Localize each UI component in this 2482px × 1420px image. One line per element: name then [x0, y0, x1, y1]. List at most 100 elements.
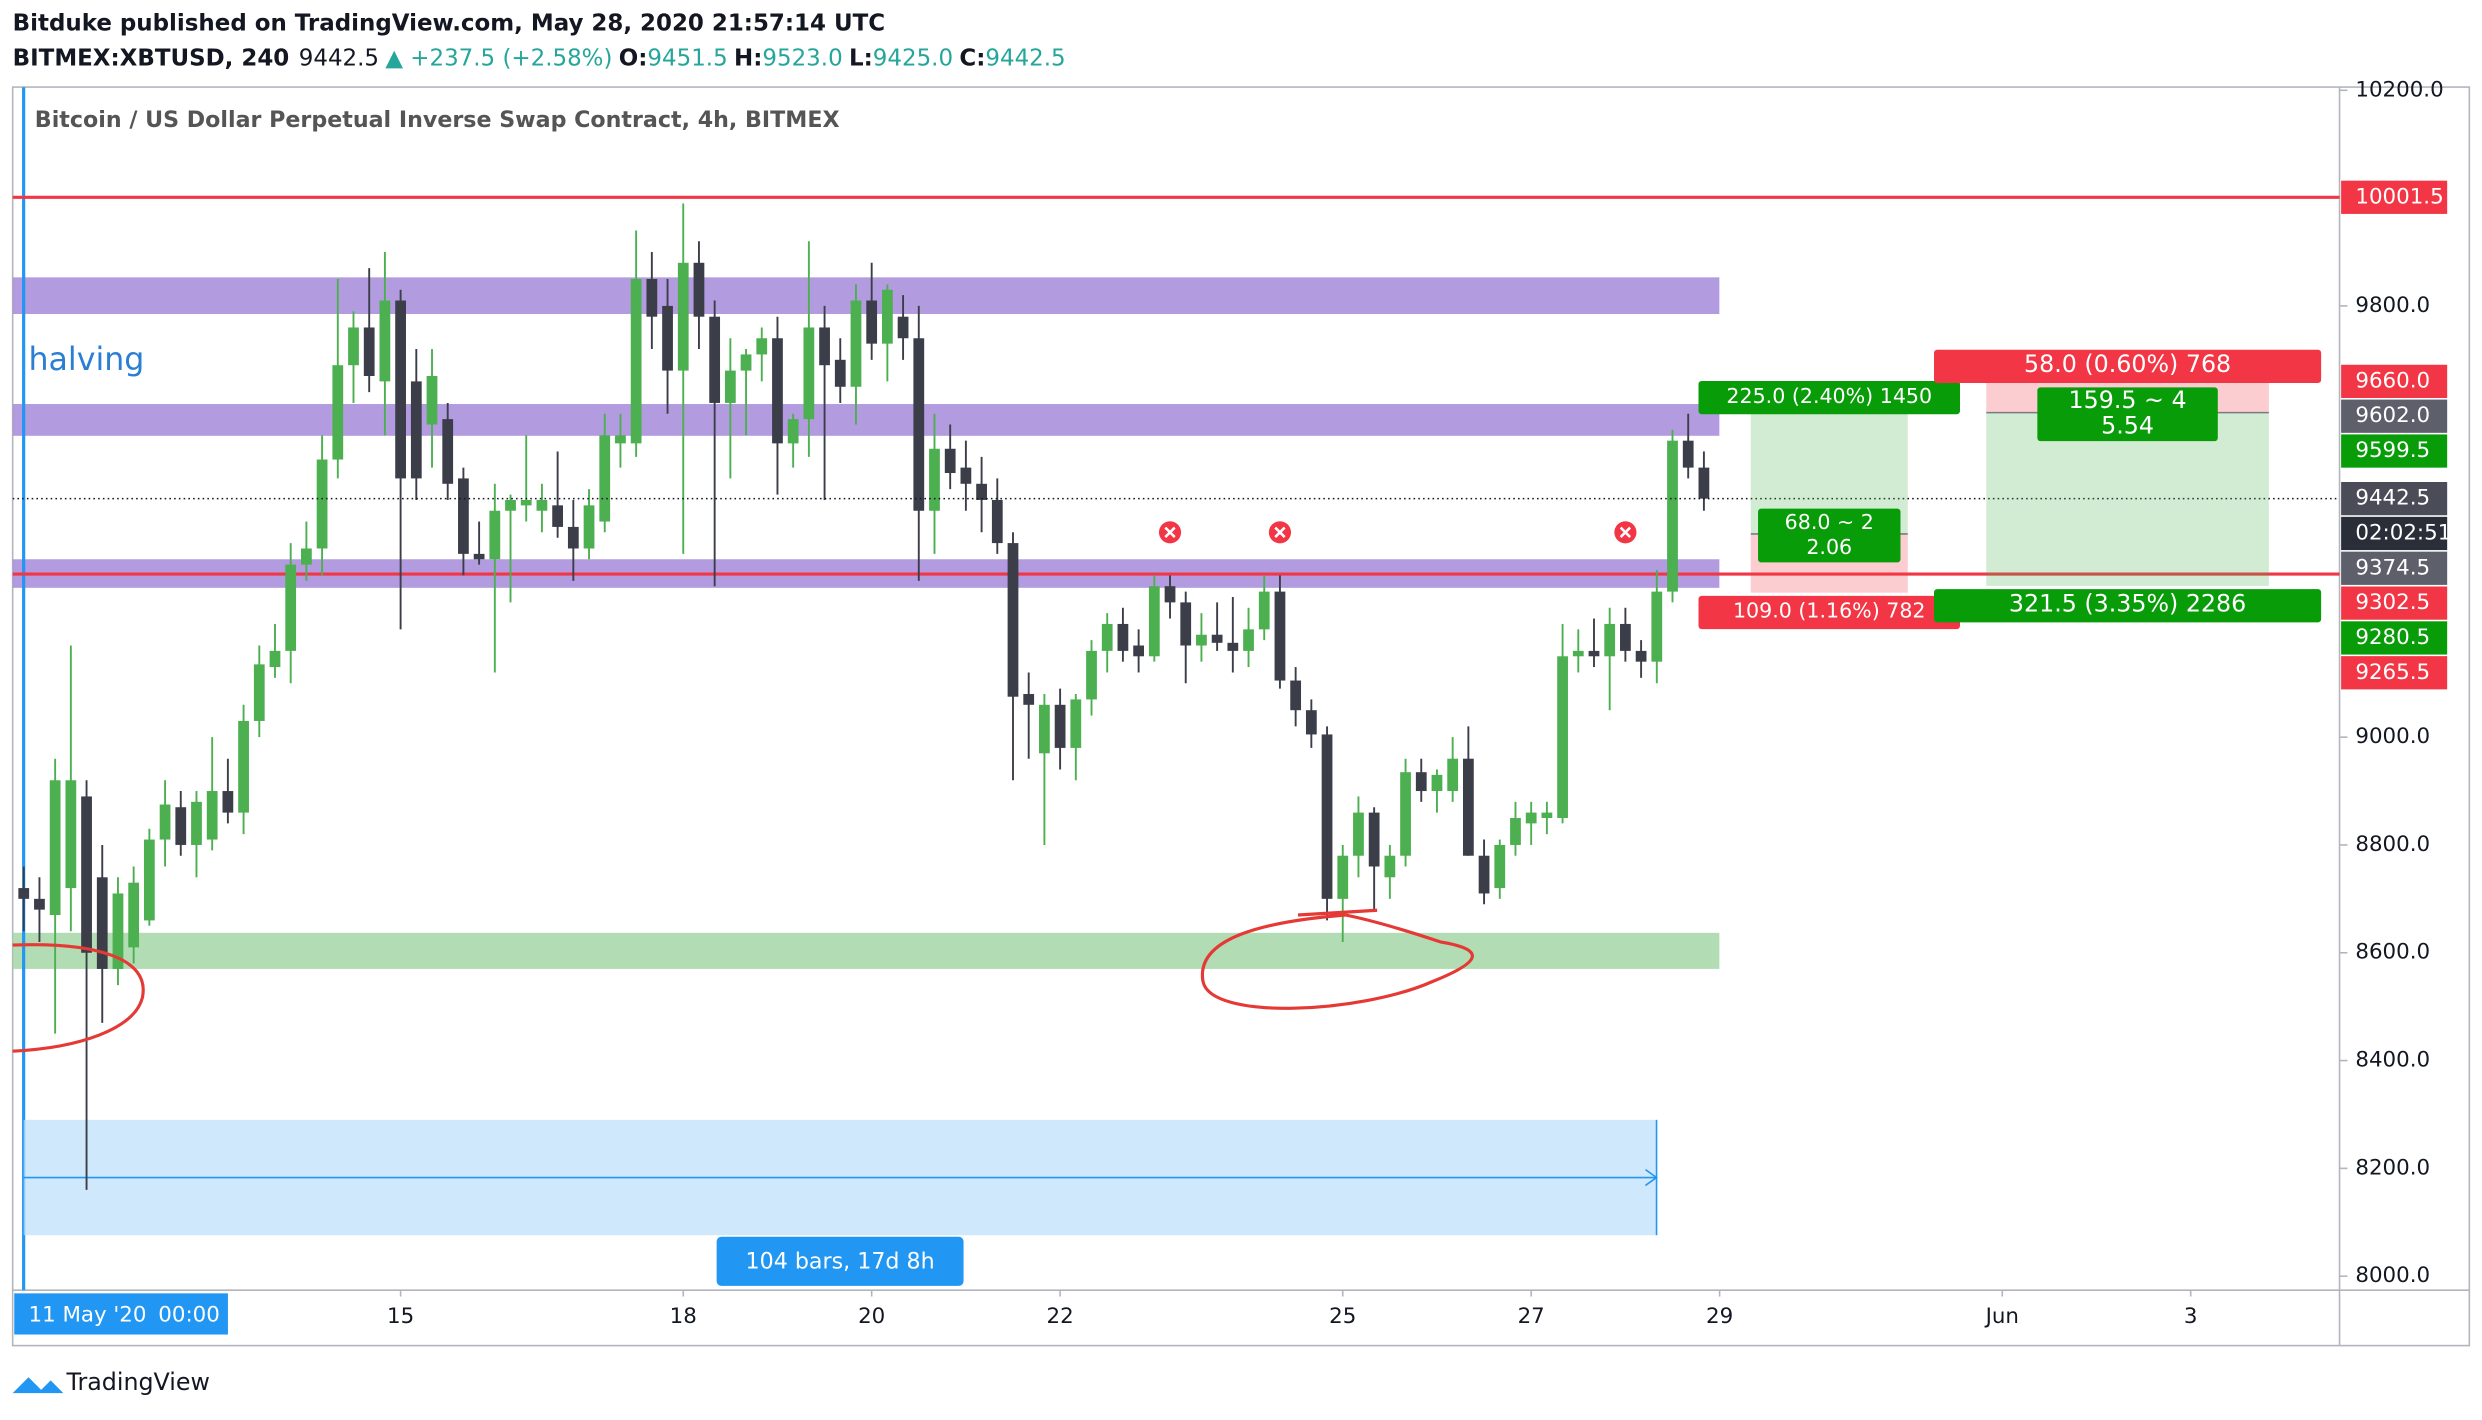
chart-title: Bitcoin / US Dollar Perpetual Inverse Sw…	[35, 107, 840, 133]
candle-body	[520, 499, 532, 506]
candle-body	[458, 478, 469, 554]
candle-body	[787, 419, 799, 444]
candle-body	[583, 505, 595, 549]
candle-body	[803, 327, 815, 420]
candle-body	[112, 893, 124, 969]
candle-body	[1400, 772, 1411, 856]
candle-body	[505, 499, 516, 511]
candle-body	[677, 262, 689, 371]
price-label-box	[2341, 364, 2448, 399]
cursor-time: 00:00	[158, 1303, 220, 1328]
ratio-label: 5.54	[2101, 411, 2154, 439]
candle-body	[1431, 774, 1443, 792]
h-value: 9523.0	[762, 45, 842, 71]
y-tick-label: 8400.0	[2355, 1048, 2430, 1073]
stop-label: 58.0 (0.60%) 768	[2024, 350, 2231, 378]
target_label-box	[1698, 380, 1961, 415]
symbol-line: BITMEX:XBTUSD, 240 9442.5 ▲ +237.5 (+2.58%…	[13, 45, 1066, 71]
candle-body	[1620, 623, 1631, 651]
candle-body	[301, 548, 312, 565]
candle-body	[1337, 855, 1349, 899]
candle-body	[1290, 680, 1302, 711]
candle-body	[1086, 650, 1097, 700]
o-label: O:	[619, 45, 648, 71]
candle-body	[1180, 602, 1192, 646]
candle-body	[929, 448, 940, 511]
x-tick-label: 20	[858, 1304, 885, 1329]
candle-body	[1101, 623, 1113, 651]
target_label-box	[1934, 589, 2322, 623]
brand: TradingView	[65, 1368, 209, 1396]
candle-body	[363, 327, 375, 376]
publisher: Bitduke published on TradingView.com, Ma…	[13, 10, 885, 36]
candle-body	[1117, 623, 1129, 651]
candle-body	[1133, 645, 1144, 657]
candle-body	[756, 338, 768, 355]
candle-body	[96, 877, 108, 969]
price-label: 9602.0	[2355, 403, 2430, 428]
candle-body	[646, 278, 658, 317]
overlay: 104 bars, 17d 8h 225.0 (2.40%) 1450 109.0 …	[14, 77, 2451, 1335]
y-tick-label: 8800.0	[2355, 832, 2430, 857]
publish-line: Bitduke published on TradingView.com, Ma…	[13, 10, 885, 36]
candle-body	[1682, 440, 1694, 468]
price-label: 10001.5	[2355, 184, 2443, 209]
c-value: 9442.5	[985, 45, 1065, 71]
candle-body	[960, 467, 972, 484]
candle-body	[709, 316, 721, 403]
candle-body	[410, 381, 422, 479]
hand-drawn-circle	[12, 943, 145, 1053]
y-tick-label: 8200.0	[2355, 1155, 2430, 1180]
candle-body	[159, 804, 171, 840]
candle-body	[1321, 734, 1333, 899]
candle-body	[1462, 758, 1474, 856]
target-label: 321.5 (3.35%) 2286	[2009, 589, 2246, 617]
candle-body	[615, 435, 626, 444]
ratio-box	[2037, 387, 2218, 442]
candle-body	[1667, 440, 1678, 592]
y-tick-label: 10200.0	[2355, 77, 2443, 102]
price-label: 9280.5	[2355, 625, 2430, 650]
candle-body	[253, 664, 265, 721]
candle-body	[18, 888, 30, 899]
y-tick-label: 9800.0	[2355, 293, 2430, 318]
candle-body	[834, 359, 846, 387]
candle-body	[881, 289, 893, 344]
symbol: BITMEX:XBTUSD, 240	[13, 45, 290, 71]
l-value: 9425.0	[873, 45, 953, 71]
stop_label-box	[1698, 595, 1961, 630]
cursor-label-box	[14, 1293, 228, 1335]
candle-body	[567, 526, 579, 549]
price-label-box	[2341, 656, 2448, 690]
candle-body	[65, 780, 77, 889]
candle-body	[1651, 591, 1663, 662]
candle-body	[348, 327, 359, 366]
candle-body	[1196, 634, 1207, 646]
frame	[11, 86, 2471, 1347]
l-label: L:	[849, 45, 873, 71]
candle-body	[191, 801, 202, 845]
zone	[12, 404, 1720, 436]
candle-body	[1604, 623, 1616, 657]
price-label-box	[2341, 621, 2448, 655]
candle-body	[1557, 656, 1568, 818]
marker-cross	[1274, 526, 1286, 538]
candle-body	[740, 354, 752, 371]
y-tick-label: 9000.0	[2355, 724, 2430, 749]
candle-body	[599, 435, 611, 522]
candle-body	[395, 300, 406, 479]
candle-body	[850, 300, 862, 387]
candle-body	[1305, 710, 1317, 735]
candle-body	[1572, 650, 1584, 657]
candle-body	[1494, 844, 1506, 889]
candle-body	[1447, 758, 1459, 792]
candle-body	[536, 499, 548, 511]
x-tick-label: 11 May '20	[28, 1303, 146, 1328]
candle-body	[1274, 591, 1286, 681]
candle-body	[991, 499, 1003, 544]
candle-body	[693, 262, 705, 317]
candle-body	[206, 791, 218, 840]
price-label: 9442.5	[2355, 486, 2430, 511]
candle-body	[1353, 812, 1364, 856]
candle-body	[1384, 855, 1396, 878]
